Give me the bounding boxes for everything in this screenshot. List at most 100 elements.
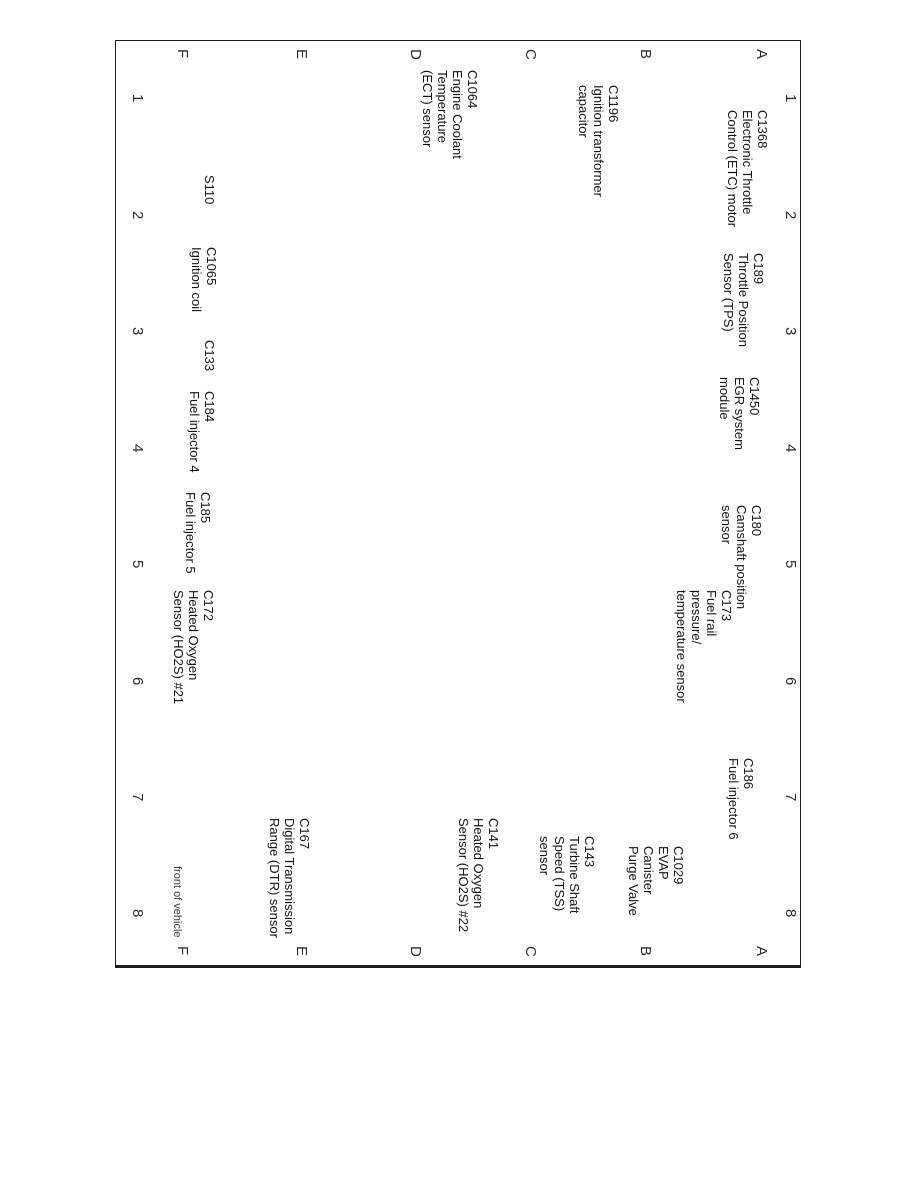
callout-c1065-line: C1065	[204, 247, 219, 286]
grid-number-left-7-line: 7	[129, 793, 146, 802]
callout-c185: C185 Fuel injector 5	[183, 492, 213, 574]
grid-letter-bottom-F-line: F	[174, 946, 191, 956]
grid-number-left-6: 6	[129, 677, 146, 685]
grid-number-left-4: 4	[129, 444, 146, 452]
callout-c173-line: Fuel rail	[704, 590, 719, 637]
callout-c1196-line: capacitor	[576, 85, 591, 138]
callout-c141-line: Heated Oxygen	[471, 818, 486, 909]
callout-c1064-line: Temperature	[435, 70, 450, 143]
grid-number-left-2: 2	[129, 211, 146, 219]
callout-c143-line: sensor	[537, 836, 552, 876]
grid-number-right-3-line: 3	[782, 327, 799, 336]
grid-letter-bottom-D: D	[407, 946, 424, 957]
grid-letter-top-D: D	[407, 49, 424, 60]
grid-letter-bottom-A: A	[753, 946, 770, 956]
grid-number-right-2: 2	[782, 211, 799, 219]
grid-number-left-2-line: 2	[129, 211, 146, 220]
callout-c141-line: Sensor (HO2S) #22	[456, 818, 471, 933]
grid-number-left-3: 3	[129, 327, 146, 335]
callout-c173-line: pressure/	[689, 590, 704, 645]
callout-c173: C173 Fuel rail pressure/temperature sensor	[674, 590, 734, 703]
grid-letter-top-B-line: B	[637, 49, 654, 60]
callout-c1029: C1029 EVAP Canister Purge Valve	[626, 846, 686, 916]
callout-c143-line: Turbine Shaft	[567, 836, 582, 914]
callout-c172-line: Heated Oxygen	[186, 590, 201, 681]
grid-letter-top-E: E	[293, 49, 310, 59]
grid-number-right-7-line: 7	[782, 793, 799, 802]
callout-c1196: C1196 Ignition transformer capacitor	[576, 85, 621, 197]
grid-number-right-5: 5	[782, 560, 799, 568]
callout-c189-line: Sensor (TPS)	[721, 253, 736, 332]
grid-letter-top-A: A	[753, 49, 770, 59]
callout-s110: S110	[202, 175, 217, 204]
callout-c133-line: C133	[202, 340, 217, 372]
grid-number-right-8: 8	[782, 909, 799, 917]
grid-number-left-8: 8	[129, 909, 146, 917]
grid-letter-top-F-line: F	[174, 49, 191, 59]
callout-c1064-line: C1064	[465, 70, 480, 109]
grid-number-right-6-line: 6	[782, 677, 799, 686]
callout-c143-line: C143	[582, 836, 597, 868]
callout-c172: C172 Heated Oxygen Sensor (HO2S) #21	[171, 590, 216, 704]
callout-c172-line: Sensor (HO2S) #21	[171, 590, 186, 705]
grid-number-left-5-line: 5	[129, 560, 146, 569]
callout-c167-line: Range (DTR) sensor	[267, 818, 282, 938]
callout-c184-line: Fuel injector 4	[187, 391, 202, 473]
callout-c189-line: Throttle Position	[736, 253, 751, 347]
grid-number-right-1: 1	[782, 94, 799, 102]
callout-c1368: C1368 Electronic Throttle Control (ETC) mo…	[725, 110, 770, 227]
callout-c189-line: C189	[751, 253, 766, 285]
callout-c1450-line: C1450	[747, 377, 762, 416]
callout-c189: C189 Throttle Position Sensor (TPS)	[721, 253, 766, 347]
callout-c180-line: Camshaft position	[734, 505, 749, 610]
grid-number-left-6-line: 6	[129, 677, 146, 686]
callout-c173-line: temperature sensor	[674, 590, 689, 703]
callout-c1065: C1065 Ignition coil	[189, 247, 219, 312]
callout-c133: C133	[202, 340, 217, 371]
callout-c1065-line: Ignition coil	[189, 247, 204, 313]
grid-number-right-4: 4	[782, 444, 799, 452]
grid-letter-top-C-line: C	[522, 49, 539, 60]
callout-c1368-line: Control (ETC) motor	[725, 110, 740, 228]
grid-letter-top-B: B	[637, 49, 654, 59]
callout-c186: C186 Fuel injector 6	[726, 758, 756, 840]
callout-c184-line: C184	[202, 391, 217, 423]
callout-c1196-line: C1196	[606, 85, 621, 123]
grid-letter-bottom-C: C	[522, 946, 539, 957]
callout-s110-line: S110	[202, 175, 217, 205]
callout-c1196-line: Ignition transformer	[591, 85, 606, 197]
grid-letter-bottom-E: E	[293, 946, 310, 956]
grid-letter-bottom-E-line: E	[293, 946, 310, 957]
grid-letter-bottom-C-line: C	[522, 946, 539, 957]
grid-letter-bottom-B: B	[637, 946, 654, 956]
grid-letter-top-A-line: A	[753, 49, 770, 60]
grid-letter-bottom-B-line: B	[637, 946, 654, 957]
grid-number-right-7: 7	[782, 793, 799, 801]
grid-number-left-5: 5	[129, 560, 146, 568]
callout-c186-line: C186	[741, 758, 756, 790]
callout-c184: C184 Fuel injector 4	[187, 391, 217, 473]
callout-c1064: C1064 Engine Coolant Temperature (ECT) sens…	[420, 70, 480, 159]
grid-letter-bottom-D-line: D	[407, 946, 424, 957]
callout-c185-line: C185	[198, 492, 213, 524]
callout-c167-line: Digital Transmission	[282, 818, 297, 935]
grid-letter-top-E-line: E	[293, 49, 310, 60]
callout-c1450-line: module	[717, 377, 732, 420]
grid-number-left-1: 1	[129, 94, 146, 102]
grid-number-left-8-line: 8	[129, 909, 146, 918]
callout-c185-line: Fuel injector 5	[183, 492, 198, 574]
callout-c141-line: C141	[486, 818, 501, 850]
diagram-frame	[115, 40, 801, 968]
grid-number-right-4-line: 4	[782, 444, 799, 453]
callout-c143-line: Speed (TSS)	[552, 836, 567, 912]
callout-c1064-line: Engine Coolant	[450, 70, 465, 159]
callout-c1029-line: C1029	[671, 846, 686, 885]
grid-number-left-1-line: 1	[129, 94, 146, 103]
callout-c180-line: C180	[749, 505, 764, 537]
grid-letter-top-C: C	[522, 49, 539, 60]
callout-c1029-line: Canister	[641, 846, 656, 895]
grid-number-right-2-line: 2	[782, 211, 799, 220]
callout-c173-line: C173	[719, 590, 734, 622]
grid-letter-bottom-A-line: A	[753, 946, 770, 957]
